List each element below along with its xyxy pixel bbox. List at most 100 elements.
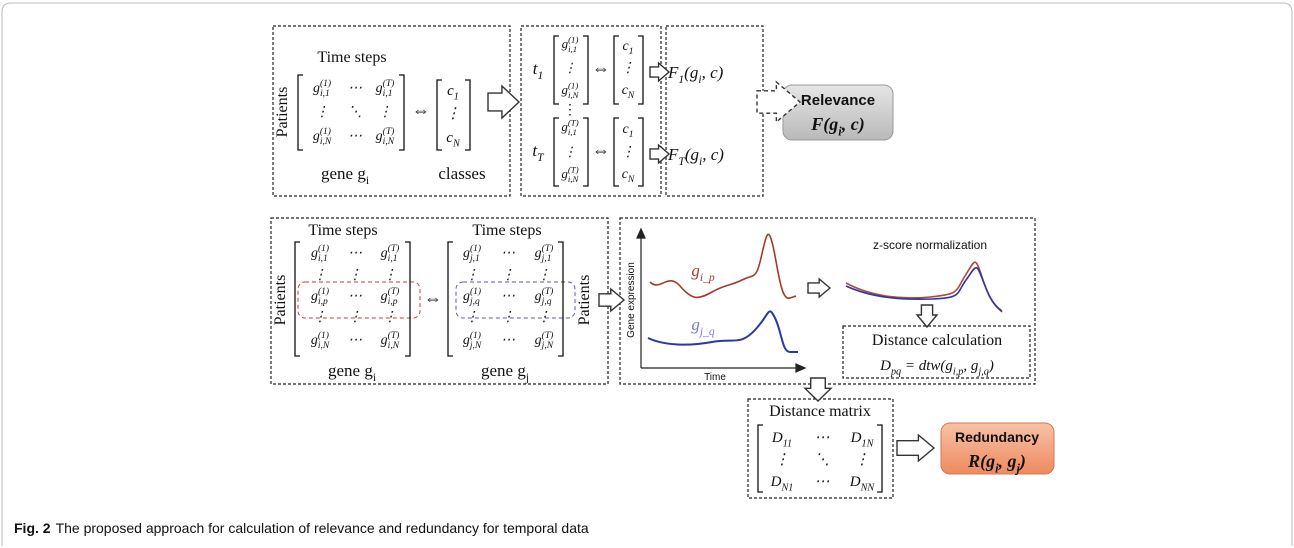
math-part: g (364, 361, 373, 380)
score: F1(gi, c) (667, 63, 724, 86)
math-part: ⋮ (378, 105, 392, 120)
math-part: g (313, 81, 320, 96)
math-part: (1) (568, 81, 578, 91)
math-part: g (517, 361, 526, 380)
score: FT(gi, c) (667, 145, 724, 168)
math-part: z-score normalization (873, 238, 987, 252)
result-formula: F(gi, c) (810, 114, 864, 138)
matrix-cell: cN (622, 83, 635, 101)
math-part: ) (1018, 451, 1026, 472)
highlight (297, 281, 421, 319)
math-part: j,N (468, 341, 482, 351)
math-part: g (535, 289, 542, 304)
math-part: ⋮ (383, 268, 397, 283)
matrix-cell: ⋮ (383, 310, 397, 325)
label: gene gi (328, 361, 376, 384)
math-part: ⋯ (348, 81, 362, 96)
math-part: 1 (678, 73, 684, 86)
math-part: D (770, 474, 782, 490)
math-part: ⋯ (501, 333, 515, 348)
matrix-cell: DNN (849, 474, 876, 494)
math-part: ⋮ (537, 268, 551, 283)
highlight (455, 281, 576, 319)
math-part: i,N (383, 137, 395, 147)
math-part: (1) (470, 243, 481, 254)
arrow (756, 80, 802, 124)
math-part: i,N (568, 90, 580, 100)
math-part: i,p (318, 297, 328, 307)
header: Time steps (308, 222, 377, 239)
math-part: ⋮ (348, 310, 362, 325)
arrow (896, 433, 936, 463)
math-part: 1 (629, 130, 634, 140)
math-part: i,1 (388, 254, 398, 264)
arrow (649, 61, 671, 83)
math-part: , g (998, 451, 1017, 471)
matrix-cell: g(1) j,q (463, 286, 481, 307)
math-part: ⋮ (465, 310, 479, 325)
math-part: Patients (272, 275, 289, 326)
math-part: ⋮ (564, 144, 577, 159)
math-part: T (537, 151, 545, 164)
math-part: j_q (698, 325, 715, 338)
math-part: j (1015, 461, 1021, 475)
math-part: g (357, 164, 366, 183)
math-part: g (562, 36, 569, 51)
math-part: N (452, 139, 461, 150)
math-part: gene (481, 361, 517, 380)
math-part: j,1 (468, 254, 480, 264)
matrix-cell: c1 (623, 39, 634, 57)
math-part: 1N (861, 439, 874, 450)
bracket (877, 424, 883, 493)
math-part: g (311, 246, 318, 261)
math-part: i (995, 461, 999, 475)
math-part: (g (685, 145, 699, 164)
matrix-cell: c1 (623, 122, 634, 140)
label: gene gi (321, 164, 369, 187)
math-part: g (376, 129, 383, 144)
math-part: ⇔ (412, 100, 430, 120)
math-part: j,N (540, 341, 554, 351)
curve (647, 310, 798, 353)
matrix-cell: ⋯ (348, 129, 362, 144)
matrix-cell: ⋮ (537, 268, 551, 283)
matrix-cell: g(T) i,1 (376, 78, 395, 99)
matrix-cell: g(1) i,p (311, 286, 329, 307)
box-title: Distance calculation (872, 332, 1002, 349)
math-part: i,N (320, 137, 332, 147)
arrow-group (915, 304, 939, 329)
math-part: ⋱ (815, 452, 830, 468)
math-part: g (381, 333, 388, 348)
arrow-group (803, 377, 833, 402)
time-label: tT (532, 141, 545, 164)
math-part: (1) (320, 78, 331, 89)
math-part: g (311, 333, 318, 348)
math-part: ⋮ (501, 310, 515, 325)
math-part: g (561, 166, 568, 181)
math-part: (T) (388, 286, 400, 297)
bracket (405, 241, 411, 357)
matrix-cell: ⋮ (855, 452, 870, 468)
math-part: ⋮ (315, 105, 329, 120)
matrix-cell: cN (622, 167, 635, 185)
matrix-cell: g(1) i,N (311, 330, 330, 351)
symbol: ⇔ (592, 58, 610, 78)
math-part: (T) (542, 286, 554, 297)
symbol: ⇔ (592, 140, 610, 160)
math-part: ⋮ (465, 268, 479, 283)
math-part: g (691, 315, 700, 334)
math-part: NN (860, 483, 876, 494)
math-part: i (373, 371, 376, 384)
matrix-cell: c1 (447, 83, 459, 103)
bracket (436, 79, 442, 151)
math-part: , c) (702, 63, 724, 82)
matrix-cell: ⋱ (815, 452, 830, 468)
math-part: F(g (810, 114, 838, 135)
math-part: (T) (542, 243, 554, 254)
matrix-cell: ⋮ (564, 60, 577, 75)
math-part: (T) (542, 330, 554, 341)
math-part: j,q (468, 297, 480, 307)
formula: Dpq = dtw(gi,p, gj,q) (879, 358, 994, 378)
math-part: i,N (568, 174, 580, 184)
